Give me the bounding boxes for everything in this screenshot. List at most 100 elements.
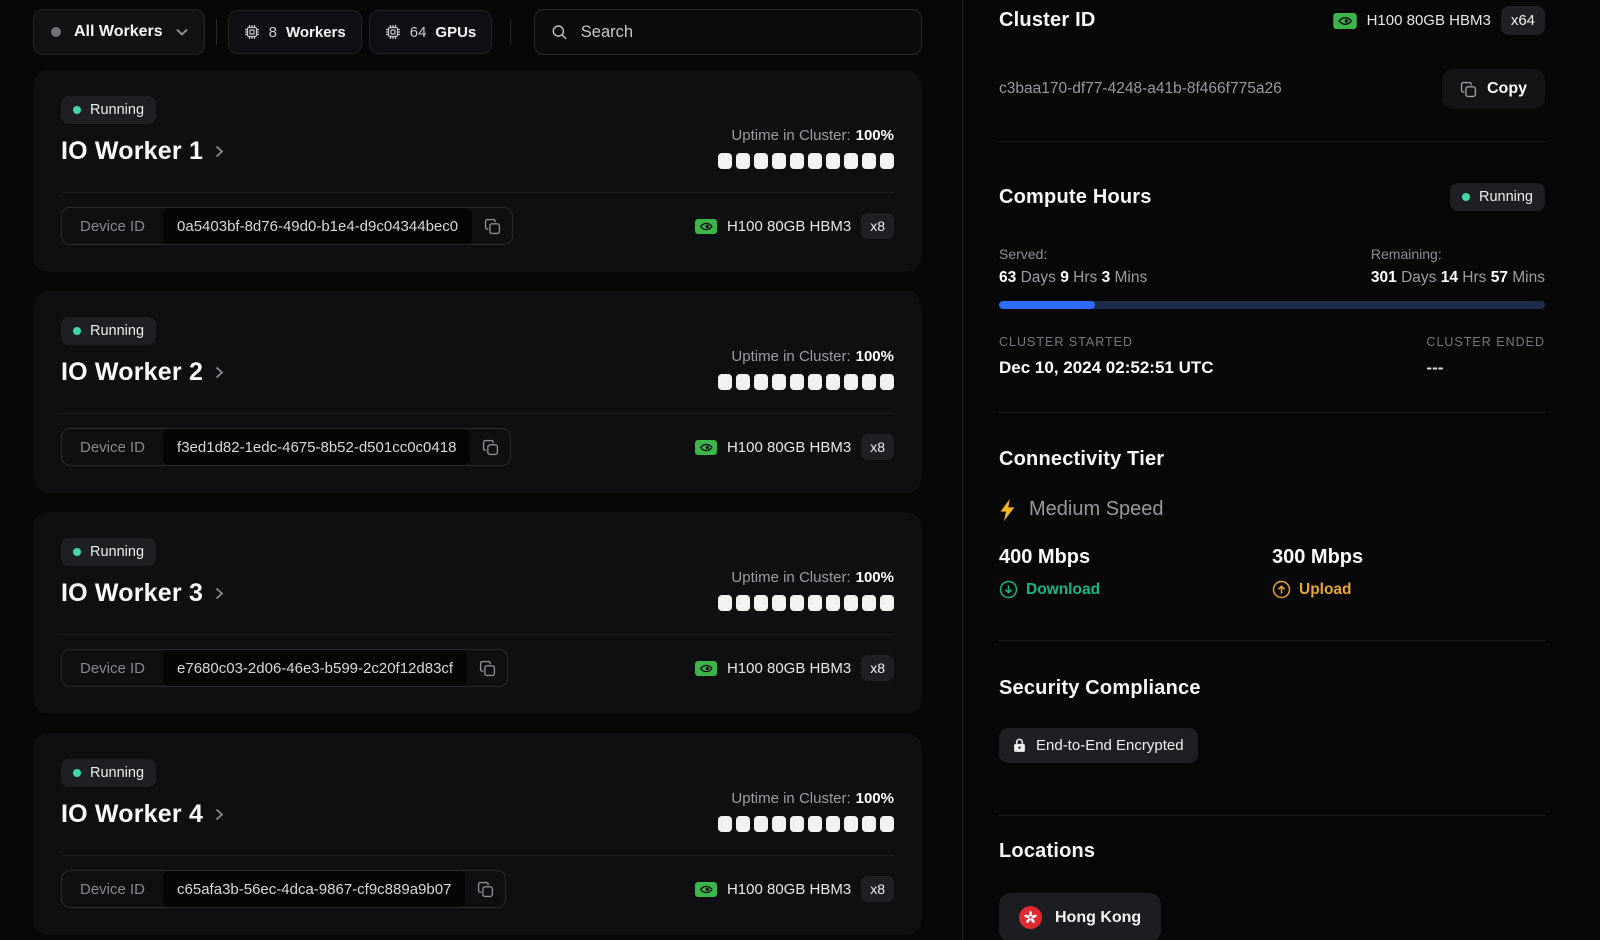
nvidia-icon (1332, 12, 1357, 29)
uptime-block (772, 153, 786, 169)
cluster-gpu-tag: H100 80GB HBM3 x64 (1332, 6, 1545, 35)
uptime-blocks (718, 816, 894, 832)
uptime-block (754, 816, 768, 832)
locations-title: Locations (999, 840, 1096, 862)
uptime-line: Uptime in Cluster: 100% (731, 348, 894, 365)
nvidia-icon (694, 881, 717, 897)
divider (999, 815, 1545, 816)
gpu-group: H100 80GB HBM3 x8 (694, 876, 894, 902)
gpus-count: 64 (409, 23, 427, 41)
uptime-block (808, 595, 822, 611)
status-dot-icon (51, 27, 61, 37)
location-badge-hong-kong[interactable]: Hong Kong (999, 893, 1162, 940)
remaining-block: Remaining: 301 Days 14 Hrs 57 Mins (1371, 246, 1545, 287)
gpu-count-badge: x8 (861, 655, 894, 681)
divider (61, 634, 894, 635)
all-workers-dropdown[interactable]: All Workers (33, 9, 205, 55)
worker-title[interactable]: IO Worker 1 (61, 137, 224, 166)
worker-title[interactable]: IO Worker 2 (61, 358, 224, 387)
cluster-started-value: Dec 10, 2024 02:52:51 UTC (999, 358, 1214, 377)
uptime-block (718, 816, 732, 832)
uptime-block (736, 374, 750, 390)
uptime-block (790, 153, 804, 169)
uptime-block (808, 153, 822, 169)
divider (999, 412, 1545, 413)
device-id-group: Device ID f3ed1d82-1edc-4675-8b52-d501cc… (61, 428, 512, 466)
gpus-count-chip[interactable]: 64 GPUs (368, 10, 493, 54)
workers-count: 8 (268, 23, 277, 41)
uptime-block (754, 153, 768, 169)
all-workers-label: All Workers (74, 23, 163, 40)
chevron-right-icon (215, 587, 224, 600)
cpu-icon (385, 25, 400, 39)
uptime-block (844, 153, 858, 169)
device-id-value: c65afa3b-56ec-4dca-9867-cf9c889a9b07 (163, 871, 466, 907)
worker-name: IO Worker 1 (61, 137, 204, 165)
uptime-block (718, 374, 732, 390)
topbar: All Workers 8 Workers 64 GPUs (33, 8, 922, 56)
uptime-block (736, 816, 750, 832)
uptime-block (862, 816, 876, 832)
uptime-block (880, 153, 894, 169)
uptime-block (736, 595, 750, 611)
copy-cluster-id-button[interactable]: Copy (1442, 69, 1545, 109)
chevron-right-icon (215, 366, 224, 379)
divider (61, 192, 894, 193)
cluster-status-label: Running (1478, 189, 1533, 205)
copy-device-id-button[interactable] (467, 650, 507, 686)
uptime-block (718, 595, 732, 611)
upload-link[interactable]: Upload (1272, 580, 1545, 599)
uptime-block (880, 595, 894, 611)
workers-chip-label: Workers (285, 23, 346, 41)
cluster-started-block: CLUSTER STARTED Dec 10, 2024 02:52:51 UT… (999, 335, 1214, 378)
uptime-line: Uptime in Cluster: 100% (731, 790, 894, 807)
upload-speed: 300 Mbps (1272, 546, 1364, 568)
uptime-block (736, 153, 750, 169)
uptime-label: Uptime in Cluster: (731, 127, 851, 144)
copy-device-id-button[interactable] (465, 871, 505, 907)
download-link[interactable]: Download (999, 580, 1272, 599)
gpus-chip-label: GPUs (435, 23, 477, 41)
nvidia-icon (694, 218, 717, 234)
search-box[interactable] (534, 9, 922, 55)
hong-kong-flag-icon (1019, 906, 1042, 929)
worker-status-label: Running (90, 102, 145, 118)
worker-title[interactable]: IO Worker 3 (61, 579, 224, 608)
device-id-group: Device ID e7680c03-2d06-46e3-b599-2c20f1… (61, 649, 509, 687)
worker-status-label: Running (90, 323, 145, 339)
workers-count-chip[interactable]: 8 Workers (227, 10, 362, 54)
green-dot-icon (1461, 193, 1470, 201)
lock-icon (1014, 738, 1025, 752)
uptime-block (826, 816, 840, 832)
uptime-block (826, 153, 840, 169)
uptime-block (772, 374, 786, 390)
gpu-name: H100 80GB HBM3 (726, 880, 852, 898)
connectivity-title: Connectivity Tier (999, 448, 1165, 470)
uptime-block (880, 816, 894, 832)
search-input[interactable] (580, 22, 905, 42)
divider (510, 19, 512, 45)
worker-status-label: Running (90, 765, 145, 781)
worker-status-badge: Running (61, 538, 157, 566)
magnifier-icon (552, 25, 567, 40)
uptime-line: Uptime in Cluster: 100% (731, 569, 894, 586)
copy-icon (477, 881, 494, 897)
chevron-down-icon (175, 28, 188, 36)
uptime-block (790, 816, 804, 832)
compute-progress-bar (999, 301, 1545, 309)
worker-card: Running IO Worker 1 Uptime in Cluster: 10… (33, 70, 922, 272)
uptime-block (826, 374, 840, 390)
divider (61, 413, 894, 414)
served-block: Served: 63 Days 9 Hrs 3 Mins (999, 246, 1147, 287)
uptime-block (808, 816, 822, 832)
remaining-label: Remaining: (1370, 246, 1442, 262)
copy-device-id-button[interactable] (470, 429, 510, 465)
worker-name: IO Worker 3 (61, 579, 204, 607)
copy-device-id-button[interactable] (472, 208, 512, 244)
copy-icon (479, 660, 495, 676)
device-id-value: 0a5403bf-8d76-49d0-b1e4-d9c04344bec0 (163, 208, 473, 244)
worker-title[interactable]: IO Worker 4 (61, 800, 224, 829)
worker-status-badge: Running (61, 96, 157, 124)
gpu-group: H100 80GB HBM3 x8 (694, 434, 894, 460)
encryption-badge-label: End-to-End Encrypted (1036, 737, 1184, 754)
